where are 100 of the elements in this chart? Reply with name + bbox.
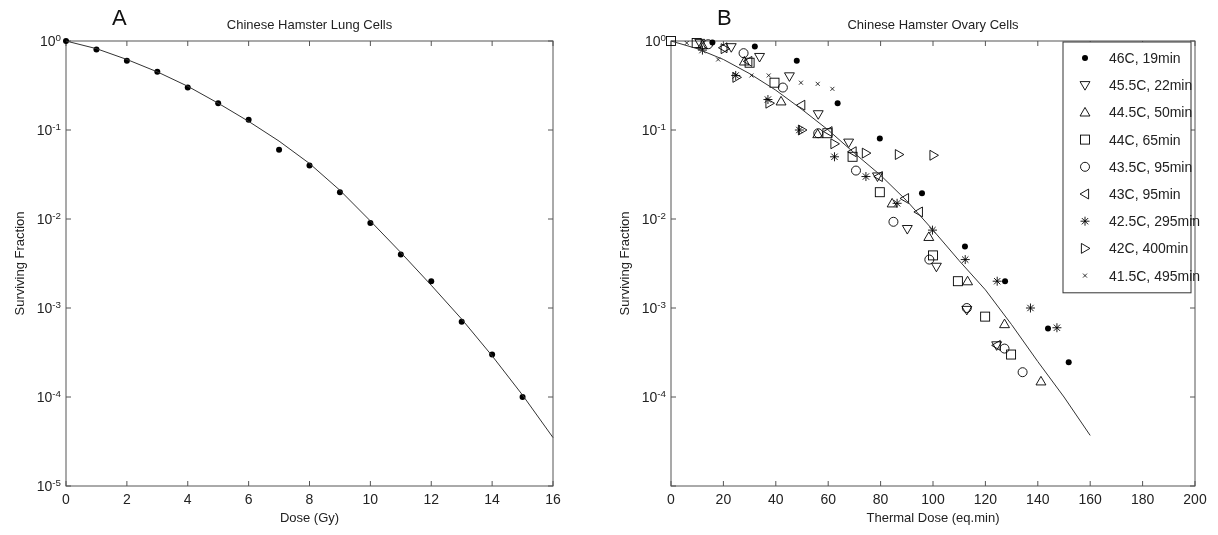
point — [919, 190, 925, 197]
point — [769, 77, 780, 88]
legend-label: 44C, 65min — [1109, 131, 1181, 148]
chart-title: Chinese Hamster Ovary Cells — [847, 17, 1020, 32]
y-tick-label: 10$^{-2}$ — [36, 209, 61, 227]
point — [428, 278, 435, 285]
point — [795, 99, 806, 111]
point — [999, 343, 1010, 354]
x-axis-title: Dose (Gy) — [279, 510, 340, 525]
x-tick-label: 12 — [423, 491, 440, 507]
point — [830, 138, 840, 150]
point — [784, 72, 795, 82]
legend-label: 43C, 95min — [1109, 185, 1181, 202]
legend-label: 44.5C, 50min — [1109, 104, 1193, 121]
point — [812, 110, 824, 120]
point — [1017, 367, 1028, 378]
x-tick-label: 8 — [305, 491, 314, 507]
y-tick-label: 10$^{-5}$ — [36, 476, 62, 494]
point — [901, 225, 913, 235]
line-series — [65, 40, 554, 439]
y-tick-label: 10$^{-3}$ — [641, 298, 667, 316]
x-tick-label: 4 — [183, 491, 192, 507]
point — [960, 254, 971, 265]
point — [766, 73, 772, 78]
point — [703, 39, 714, 50]
text: A — [112, 5, 127, 30]
y-axis-title: Surviving Fraction — [12, 211, 27, 316]
point — [874, 187, 885, 198]
x-tick-label: 0 — [62, 491, 71, 507]
x-tick-label: 14 — [484, 491, 501, 507]
point — [847, 151, 858, 162]
legend-label: 46C, 19min — [1109, 49, 1181, 66]
point — [1065, 359, 1072, 366]
point — [1006, 349, 1017, 360]
y-tick-label: 10$^{-2}$ — [641, 209, 666, 227]
point — [923, 231, 935, 241]
legend-label: 41.5C, 495min — [1109, 267, 1201, 284]
chart-title: Chinese Hamster Lung Cells — [226, 17, 393, 32]
point — [952, 276, 963, 287]
x-tick-label: 140 — [1026, 491, 1050, 507]
legend-label: 42.5C, 295min — [1109, 213, 1201, 230]
point — [931, 262, 942, 273]
x-tick-label: 160 — [1078, 491, 1103, 507]
y-tick-label: 10$^{-3}$ — [36, 298, 62, 316]
point — [815, 81, 821, 87]
text: B — [717, 5, 732, 30]
point — [888, 216, 899, 227]
point — [843, 138, 855, 149]
point — [962, 275, 973, 286]
point — [913, 206, 923, 218]
point — [798, 80, 804, 86]
point — [999, 318, 1010, 329]
x-tick-label: 16 — [545, 491, 561, 507]
y-tick-label: 10$^{-4}$ — [641, 387, 667, 405]
point — [876, 135, 883, 142]
x-tick-label: 0 — [667, 491, 676, 507]
point — [738, 48, 749, 59]
point — [715, 57, 721, 62]
point — [894, 149, 905, 160]
y-tick-label: 10$^{0}$ — [644, 31, 667, 49]
point — [276, 146, 283, 153]
point — [829, 151, 840, 162]
x-axis-title: Thermal Dose (eq.min) — [866, 510, 1000, 525]
point — [899, 193, 910, 204]
point — [751, 43, 758, 50]
point — [927, 225, 938, 236]
y-tick-label: 10$^{-1}$ — [36, 120, 61, 138]
point — [691, 38, 702, 48]
legend-label: 42C, 400min — [1109, 240, 1189, 257]
x-tick-label: 200 — [1183, 491, 1207, 507]
point — [928, 250, 938, 261]
point — [725, 43, 737, 53]
x-tick-label: 80 — [872, 491, 889, 507]
x-tick-label: 20 — [715, 491, 732, 507]
y-axis-title: Surviving Fraction — [617, 211, 632, 316]
x-tick-label: 180 — [1130, 491, 1155, 507]
point — [929, 149, 939, 161]
point — [762, 94, 773, 105]
legend-label: 45.5C, 22min — [1109, 77, 1193, 94]
point — [775, 95, 787, 106]
point — [1002, 278, 1009, 285]
point — [1035, 375, 1047, 386]
legend-label: 43.5C, 95min — [1109, 158, 1193, 175]
x-tick-label: 100 — [921, 491, 945, 507]
point — [829, 86, 835, 92]
point — [754, 53, 765, 63]
point — [684, 40, 690, 46]
point — [793, 57, 800, 64]
x-tick-label: 40 — [768, 491, 784, 507]
point — [980, 311, 991, 322]
point — [1051, 322, 1062, 333]
point — [886, 197, 898, 208]
y-tick-label: 10$^{-1}$ — [641, 120, 666, 138]
point — [777, 82, 788, 93]
x-tick-label: 120 — [973, 491, 998, 507]
point — [847, 146, 857, 158]
point — [924, 254, 935, 265]
point — [992, 276, 1003, 287]
point — [860, 171, 871, 182]
point — [892, 198, 903, 209]
